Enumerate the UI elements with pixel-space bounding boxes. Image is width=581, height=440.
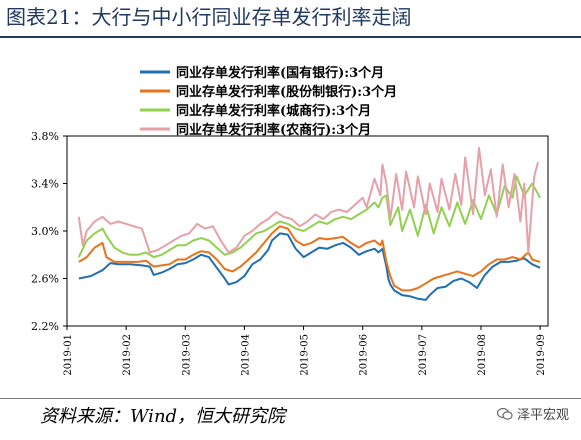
x-tick-label: 2019-08 — [477, 334, 488, 376]
x-tick-label: 2019-01 — [63, 334, 74, 376]
x-tick-label: 2019-02 — [122, 334, 133, 376]
y-tick-label: 3.4% — [31, 178, 59, 191]
legend: 同业存单发行利率(国有银行):3个月同业存单发行利率(股份制银行):3个月同业存… — [140, 65, 397, 138]
y-tick-label: 2.2% — [31, 320, 59, 333]
legend-label: 同业存单发行利率(农商行):3个月 — [176, 122, 371, 138]
y-tick-label: 3.0% — [31, 225, 59, 238]
watermark-text: 泽平宏观 — [516, 408, 569, 423]
series-line-3 — [77, 175, 541, 259]
legend-label: 同业存单发行利率(国有银行):3个月 — [176, 65, 384, 81]
y-tick-label: 2.6% — [31, 273, 59, 286]
series-line-4 — [77, 146, 540, 254]
watermark: 泽平宏观 — [496, 404, 569, 423]
source-divider — [0, 398, 581, 399]
series-line-1 — [78, 232, 541, 301]
x-tick-label: 2019-06 — [359, 334, 370, 376]
wechat-icon — [496, 407, 513, 420]
series-line-2 — [78, 225, 541, 292]
plot-frame — [66, 135, 549, 327]
x-tick-label: 2019-05 — [300, 334, 311, 376]
x-tick-label: 2019-09 — [536, 334, 547, 376]
legend-label: 同业存单发行利率(股份制银行):3个月 — [176, 84, 397, 100]
x-tick-label: 2019-04 — [240, 334, 251, 376]
x-tick-label: 2019-07 — [418, 334, 429, 376]
source-note: 资料来源：Wind，恒大研究院 — [40, 406, 286, 427]
y-tick-label: 3.8% — [31, 130, 59, 143]
chart-title: 图表21：大行与中小行同业存单发行利率走阔 — [6, 5, 412, 29]
line-chart: 同业存单发行利率(国有银行):3个月同业存单发行利率(股份制银行):3个月同业存… — [31, 65, 549, 376]
chart-lines — [77, 146, 541, 301]
title-divider — [0, 36, 581, 38]
x-tick-label: 2019-03 — [181, 334, 192, 376]
chart-axes: 2.2% 2.6% 3.0% 3.4% 3.8% 2019-01 2019-02 2019-0… — [31, 130, 549, 376]
legend-label: 同业存单发行利率(城商行):3个月 — [176, 103, 371, 119]
